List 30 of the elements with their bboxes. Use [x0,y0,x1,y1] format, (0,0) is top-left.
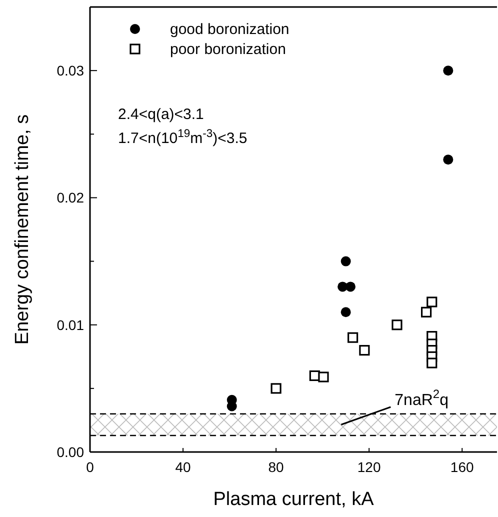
band-label: 7naR$^{2}$q [394,386,449,409]
x-tick-label: 160 [450,459,474,475]
annotation: 2.4<q(a)<3.1 [118,106,204,123]
point [226,394,237,405]
x-tick-label: 40 [175,459,192,475]
point [270,383,282,394]
point [426,358,438,368]
legend-label: good boronization [170,21,290,38]
annotation: 1.7<n(10$^{19}$m$^{-3}$)<3.5 [118,128,248,147]
point [359,344,370,356]
x-tick-label: 120 [357,459,381,475]
y-tick-label: 0.02 [56,190,84,206]
y-tick-label: 0.03 [56,62,84,79]
y-tick-label: 0.01 [56,316,84,333]
x-tick-label: 0 [86,459,94,475]
point [443,154,454,165]
point [443,66,454,76]
x-tick-label: 80 [268,459,284,475]
point [348,332,358,343]
y-tick-label: 0.00 [56,444,84,460]
point [318,372,329,382]
x-axis-title: Plasma current, kA [213,489,374,510]
point [426,296,438,308]
point [340,256,351,266]
y-axis-title: Energy confinement time, s [12,114,33,345]
point [345,282,356,292]
point [340,307,351,318]
legend-label: poor boronization [170,41,286,58]
point [392,320,402,330]
point [421,306,432,318]
